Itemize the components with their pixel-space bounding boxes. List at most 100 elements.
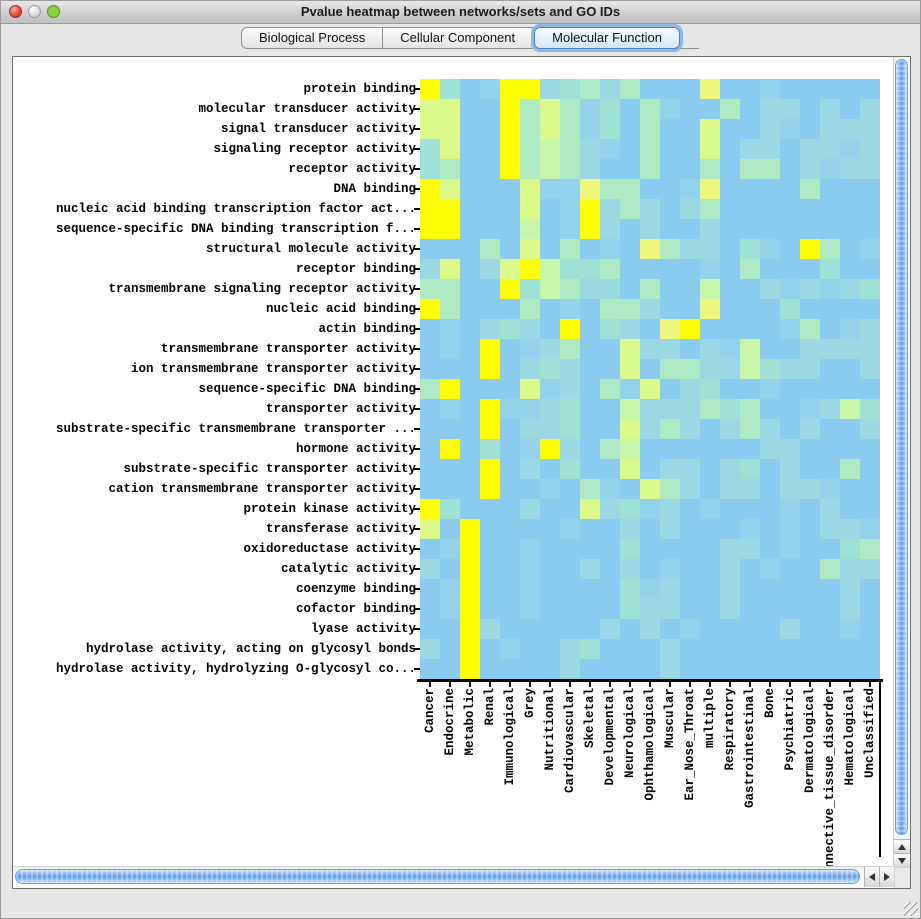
scroll-left-button[interactable] bbox=[864, 867, 879, 887]
heatmap-cell bbox=[440, 499, 460, 519]
heatmap-cell bbox=[480, 499, 500, 519]
heatmap-cell bbox=[840, 339, 860, 359]
heatmap-cell bbox=[680, 219, 700, 239]
heatmap-cell bbox=[780, 319, 800, 339]
heatmap-cell bbox=[520, 399, 540, 419]
heatmap-cell bbox=[540, 239, 560, 259]
tab-biological-process[interactable]: Biological Process bbox=[241, 27, 384, 49]
heatmap-cell bbox=[840, 399, 860, 419]
heatmap-cell bbox=[820, 379, 840, 399]
heatmap-cell bbox=[760, 259, 780, 279]
heatmap-cell bbox=[620, 79, 640, 99]
heatmap-cell bbox=[740, 99, 760, 119]
heatmap-cell bbox=[780, 299, 800, 319]
heatmap-cell bbox=[800, 419, 820, 439]
scroll-down-button[interactable] bbox=[894, 853, 910, 867]
heatmap-cell bbox=[500, 239, 520, 259]
heatmap-cell bbox=[600, 359, 620, 379]
heatmap-cell bbox=[580, 459, 600, 479]
col-tick bbox=[609, 682, 611, 687]
heatmap-cell bbox=[420, 659, 440, 679]
tab-cellular-component[interactable]: Cellular Component bbox=[383, 27, 534, 49]
heatmap-cell bbox=[740, 179, 760, 199]
heatmap-cell bbox=[440, 639, 460, 659]
vertical-scrollbar[interactable] bbox=[893, 57, 910, 867]
row-tick bbox=[414, 248, 420, 250]
heatmap-cell bbox=[660, 239, 680, 259]
heatmap-cell bbox=[420, 579, 440, 599]
heatmap-cell bbox=[420, 439, 440, 459]
heatmap-cell bbox=[600, 319, 620, 339]
heatmap-cell bbox=[580, 519, 600, 539]
heatmap-cell bbox=[440, 379, 460, 399]
row-tick bbox=[414, 268, 420, 270]
heatmap-cell bbox=[560, 319, 580, 339]
heatmap-cell bbox=[640, 199, 660, 219]
heatmap-cell bbox=[440, 339, 460, 359]
heatmap-cell bbox=[580, 419, 600, 439]
heatmap-cell bbox=[800, 219, 820, 239]
heatmap-cell bbox=[780, 599, 800, 619]
heatmap-cell bbox=[820, 539, 840, 559]
heatmap-cell bbox=[820, 459, 840, 479]
vertical-scrollbar-thumb[interactable] bbox=[895, 59, 908, 835]
scroll-right-button[interactable] bbox=[879, 867, 894, 887]
heatmap-cell bbox=[780, 279, 800, 299]
zoom-button[interactable] bbox=[47, 5, 60, 18]
tab-molecular-function[interactable]: Molecular Function bbox=[534, 27, 680, 49]
heatmap-cell bbox=[740, 519, 760, 539]
heatmap-cell bbox=[680, 99, 700, 119]
heatmap-cell bbox=[700, 119, 720, 139]
heatmap-cell bbox=[560, 359, 580, 379]
heatmap-cell bbox=[440, 139, 460, 159]
heatmap-cell bbox=[520, 319, 540, 339]
row-label: molecular transducer activity bbox=[198, 102, 416, 116]
heatmap-cell bbox=[740, 139, 760, 159]
heatmap-cell bbox=[580, 659, 600, 679]
heatmap-cell bbox=[600, 79, 620, 99]
horizontal-scrollbar[interactable] bbox=[13, 866, 894, 888]
heatmap-cell bbox=[860, 179, 880, 199]
heatmap-cell bbox=[540, 139, 560, 159]
heatmap-cell bbox=[500, 99, 520, 119]
minimize-button[interactable] bbox=[28, 5, 41, 18]
close-button[interactable] bbox=[9, 5, 22, 18]
heatmap-cell bbox=[680, 399, 700, 419]
heatmap-cell bbox=[700, 179, 720, 199]
heatmap-cell bbox=[500, 399, 520, 419]
col-tick bbox=[789, 682, 791, 687]
horizontal-scrollbar-thumb[interactable] bbox=[15, 869, 860, 884]
heatmap-cell bbox=[620, 219, 640, 239]
col-tick bbox=[729, 682, 731, 687]
col-label: Skeletal bbox=[583, 688, 597, 749]
heatmap-cell bbox=[860, 399, 880, 419]
col-tick bbox=[669, 682, 671, 687]
heatmap-cell bbox=[580, 319, 600, 339]
heatmap-cell bbox=[640, 139, 660, 159]
heatmap-cell bbox=[760, 199, 780, 219]
col-label: Endocrine bbox=[443, 688, 457, 756]
heatmap-cell bbox=[480, 219, 500, 239]
heatmap-cell bbox=[480, 559, 500, 579]
scroll-up-button[interactable] bbox=[894, 839, 910, 853]
heatmap-cell bbox=[640, 179, 660, 199]
heatmap-cell bbox=[480, 539, 500, 559]
heatmap-cell bbox=[600, 539, 620, 559]
heatmap-cell bbox=[440, 539, 460, 559]
heatmap-cell bbox=[460, 399, 480, 419]
heatmap-cell bbox=[720, 119, 740, 139]
heatmap-cell bbox=[500, 479, 520, 499]
heatmap-cell bbox=[800, 499, 820, 519]
heatmap-cell bbox=[420, 479, 440, 499]
heatmap-cell bbox=[760, 579, 780, 599]
col-label: Nutritional bbox=[543, 688, 557, 771]
heatmap-cell bbox=[780, 419, 800, 439]
heatmap-cell bbox=[500, 379, 520, 399]
heatmap-cell bbox=[840, 519, 860, 539]
heatmap-cell bbox=[800, 379, 820, 399]
row-labels: protein binding molecular transducer acti… bbox=[13, 79, 416, 679]
resize-grip[interactable] bbox=[904, 902, 918, 916]
heatmap-cell bbox=[420, 279, 440, 299]
heatmap-cell bbox=[780, 479, 800, 499]
heatmap-cell bbox=[640, 319, 660, 339]
